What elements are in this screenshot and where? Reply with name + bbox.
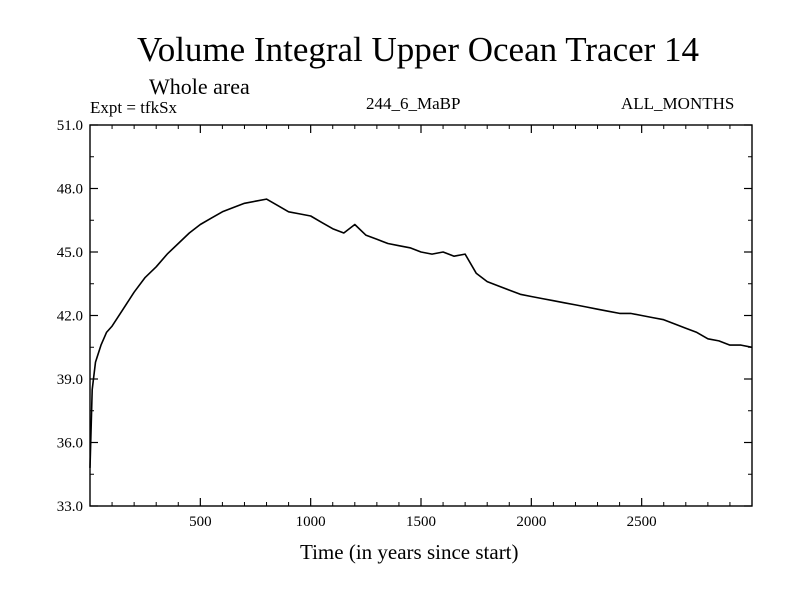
period-label: ALL_MONTHS — [621, 94, 735, 113]
x-tick-label: 2500 — [627, 514, 657, 530]
axis-ticks: 33.0 36.0 39.0 42.0 45.0 48.0 51.0 500 1000 1500 2… — [57, 118, 752, 530]
x-tick-label: 2000 — [516, 514, 546, 530]
series-group — [89, 198, 753, 468]
y-tick-label: 42.0 — [57, 309, 83, 325]
series-line — [89, 198, 753, 468]
chart-subtitle: Whole area — [149, 74, 250, 99]
x-tick-label: 500 — [189, 514, 212, 530]
y-tick-label: 48.0 — [57, 182, 83, 198]
x-tick-label: 1500 — [406, 514, 436, 530]
y-tick-label: 45.0 — [57, 245, 83, 261]
chart-title: Volume Integral Upper Ocean Tracer 14 — [136, 30, 700, 69]
y-tick-label: 51.0 — [57, 118, 83, 134]
y-tick-label: 33.0 — [57, 499, 83, 515]
experiment-label: Expt = tfkSx — [90, 98, 178, 117]
x-axis-label: Time (in years since start) — [300, 540, 519, 564]
y-tick-label: 39.0 — [57, 372, 83, 388]
y-tick-label: 36.0 — [57, 436, 83, 452]
x-tick-label: 1000 — [296, 514, 326, 530]
plot-frame — [89, 124, 753, 507]
run-label: 244_6_MaBP — [366, 94, 461, 113]
